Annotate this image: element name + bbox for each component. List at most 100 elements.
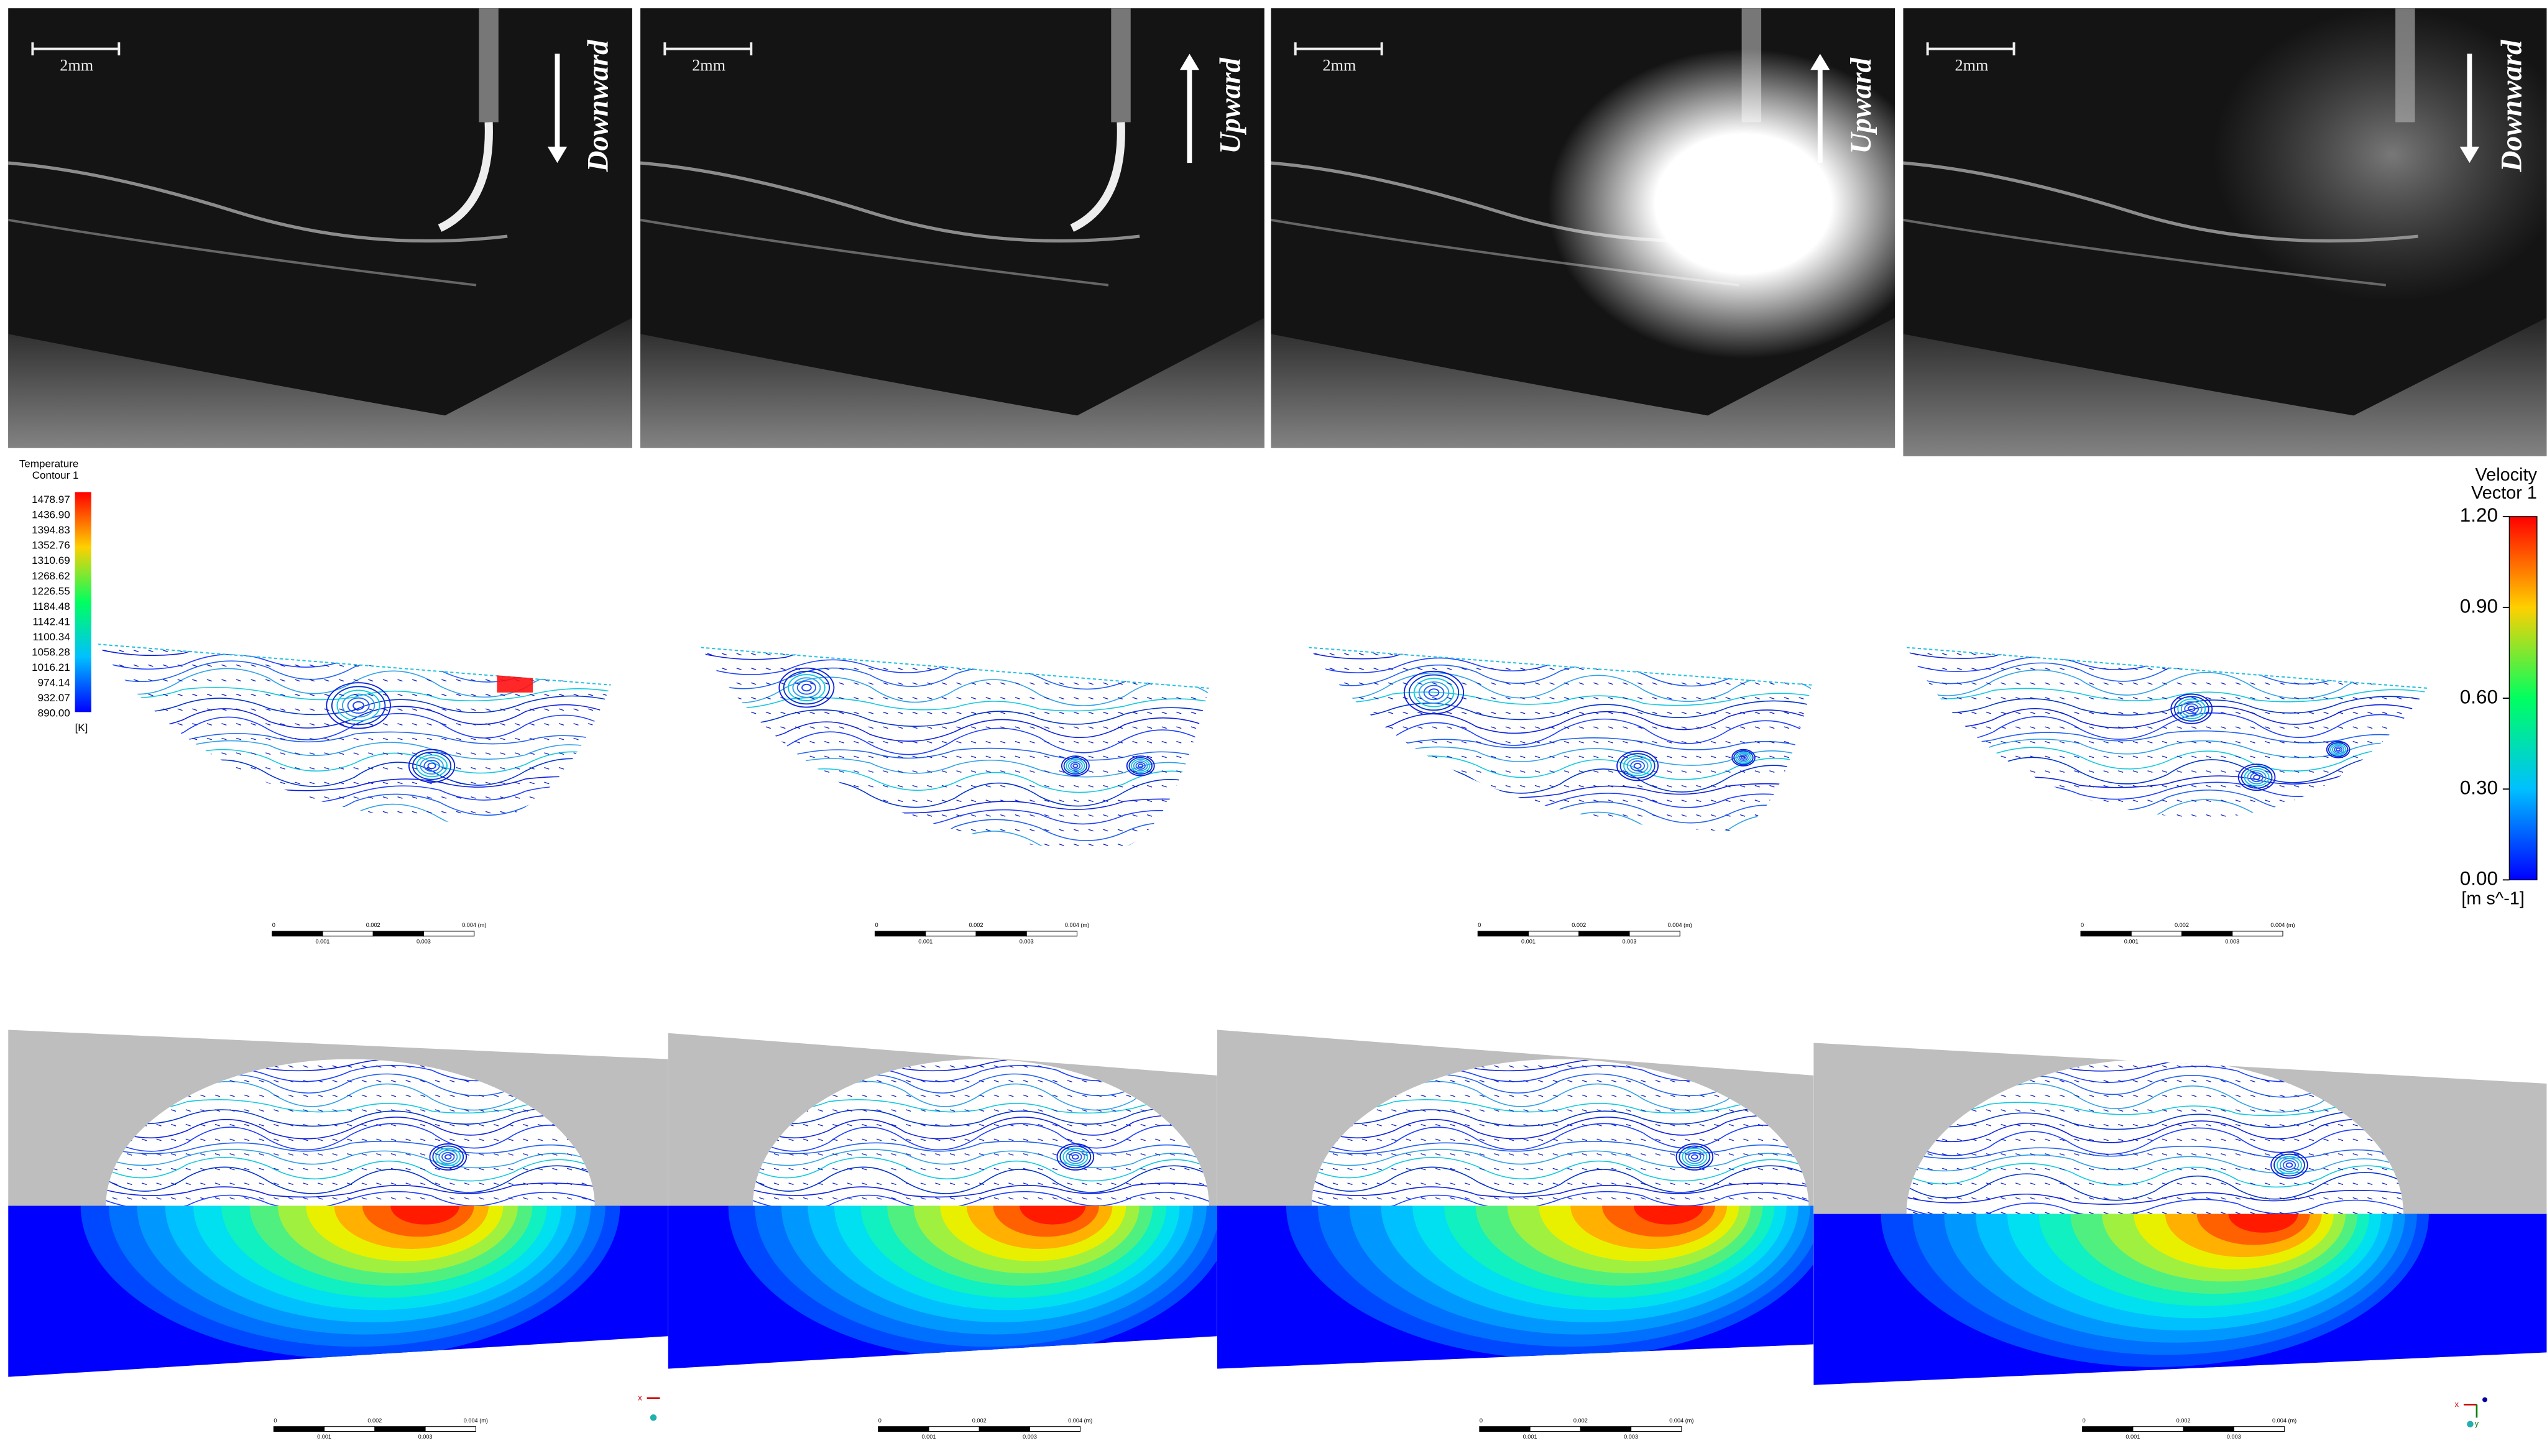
- vector: [1564, 755, 1570, 758]
- vector: [1942, 1212, 1948, 1214]
- vector: [1161, 697, 1167, 700]
- vector: [780, 740, 786, 744]
- vector: [361, 1123, 367, 1127]
- vector: [1728, 1153, 1734, 1156]
- vector: [1912, 770, 1918, 773]
- vector: [2397, 697, 2402, 700]
- vector: [765, 799, 771, 803]
- vector: [2147, 740, 2153, 744]
- vector: [162, 811, 168, 814]
- vector: [883, 682, 888, 685]
- streamline: [701, 707, 1209, 727]
- streamline: [1906, 1102, 2403, 1117]
- vector: [1637, 770, 1643, 773]
- vector: [177, 811, 183, 814]
- vector: [456, 723, 461, 726]
- vector: [883, 829, 888, 832]
- vector: [2235, 770, 2241, 773]
- vector: [229, 1168, 235, 1171]
- vector: [508, 1168, 514, 1171]
- vector: [2030, 799, 2035, 803]
- vector: [2337, 1065, 2344, 1068]
- vector: [780, 770, 786, 773]
- vector: [259, 1123, 264, 1127]
- vortex: [1128, 757, 1153, 775]
- vector: [2074, 1153, 2080, 1156]
- vector: [1088, 697, 1094, 700]
- vector: [361, 1065, 367, 1068]
- vector: [537, 1138, 543, 1141]
- vector: [868, 844, 874, 846]
- vector: [956, 697, 962, 700]
- vector: [221, 752, 227, 755]
- vector: [295, 781, 300, 785]
- vector: [1432, 785, 1437, 788]
- vector: [1447, 711, 1452, 714]
- vector: [1450, 1123, 1455, 1127]
- vector: [1942, 799, 1948, 803]
- vector: [2191, 799, 2197, 803]
- vector: [2176, 740, 2182, 744]
- vector: [529, 664, 535, 667]
- legend-label: 0.90: [2460, 595, 2498, 617]
- vector: [2147, 1212, 2153, 1214]
- vector: [2221, 1065, 2226, 1068]
- vector: [1505, 755, 1511, 758]
- streamline: [98, 704, 611, 729]
- vector: [1623, 814, 1628, 817]
- vector: [2176, 814, 2182, 817]
- vector: [1358, 653, 1364, 656]
- vector: [1117, 667, 1123, 670]
- vector: [2221, 1080, 2226, 1082]
- vector: [162, 752, 168, 755]
- vector: [141, 1182, 147, 1186]
- vector: [2103, 1168, 2109, 1171]
- vector: [148, 796, 154, 799]
- vector: [1549, 829, 1555, 831]
- vector: [906, 1182, 911, 1186]
- vector: [441, 650, 447, 653]
- vector: [1681, 799, 1687, 803]
- vector: [824, 682, 830, 685]
- scale-label: 0.001: [918, 938, 933, 944]
- vortex: [778, 667, 835, 708]
- vector: [368, 796, 374, 799]
- vector: [1318, 1182, 1324, 1186]
- vector: [2118, 682, 2124, 685]
- vector: [2147, 1182, 2153, 1186]
- vector: [1611, 1138, 1617, 1141]
- vector: [839, 711, 844, 714]
- vector: [868, 755, 874, 758]
- vector: [839, 829, 844, 832]
- vector: [1205, 682, 1209, 685]
- vector: [707, 829, 712, 832]
- vector: [236, 752, 242, 755]
- vector: [324, 664, 329, 667]
- vortex: [1062, 1148, 1089, 1166]
- vector: [1608, 770, 1613, 773]
- vector: [141, 1168, 147, 1171]
- vector: [818, 1182, 823, 1186]
- vector: [2352, 682, 2358, 685]
- vector: [956, 814, 962, 817]
- vector: [2030, 755, 2035, 758]
- vector: [2367, 1138, 2373, 1141]
- scale-seg: [1529, 1426, 1581, 1432]
- vortex: [2253, 774, 2260, 780]
- vector: [1655, 1138, 1661, 1141]
- vector: [1103, 697, 1108, 700]
- vector: [2132, 697, 2138, 700]
- vector: [368, 781, 374, 785]
- vector: [185, 1168, 191, 1171]
- vector: [221, 679, 227, 682]
- scale-seg: [1477, 931, 1529, 937]
- vector: [338, 752, 344, 755]
- vector: [1956, 1138, 1962, 1141]
- vector: [906, 1197, 911, 1200]
- vector: [104, 767, 109, 770]
- vector: [1029, 814, 1035, 817]
- vector: [2323, 1168, 2329, 1171]
- vector: [1344, 667, 1350, 670]
- vector: [1140, 1109, 1146, 1112]
- vector: [809, 711, 815, 714]
